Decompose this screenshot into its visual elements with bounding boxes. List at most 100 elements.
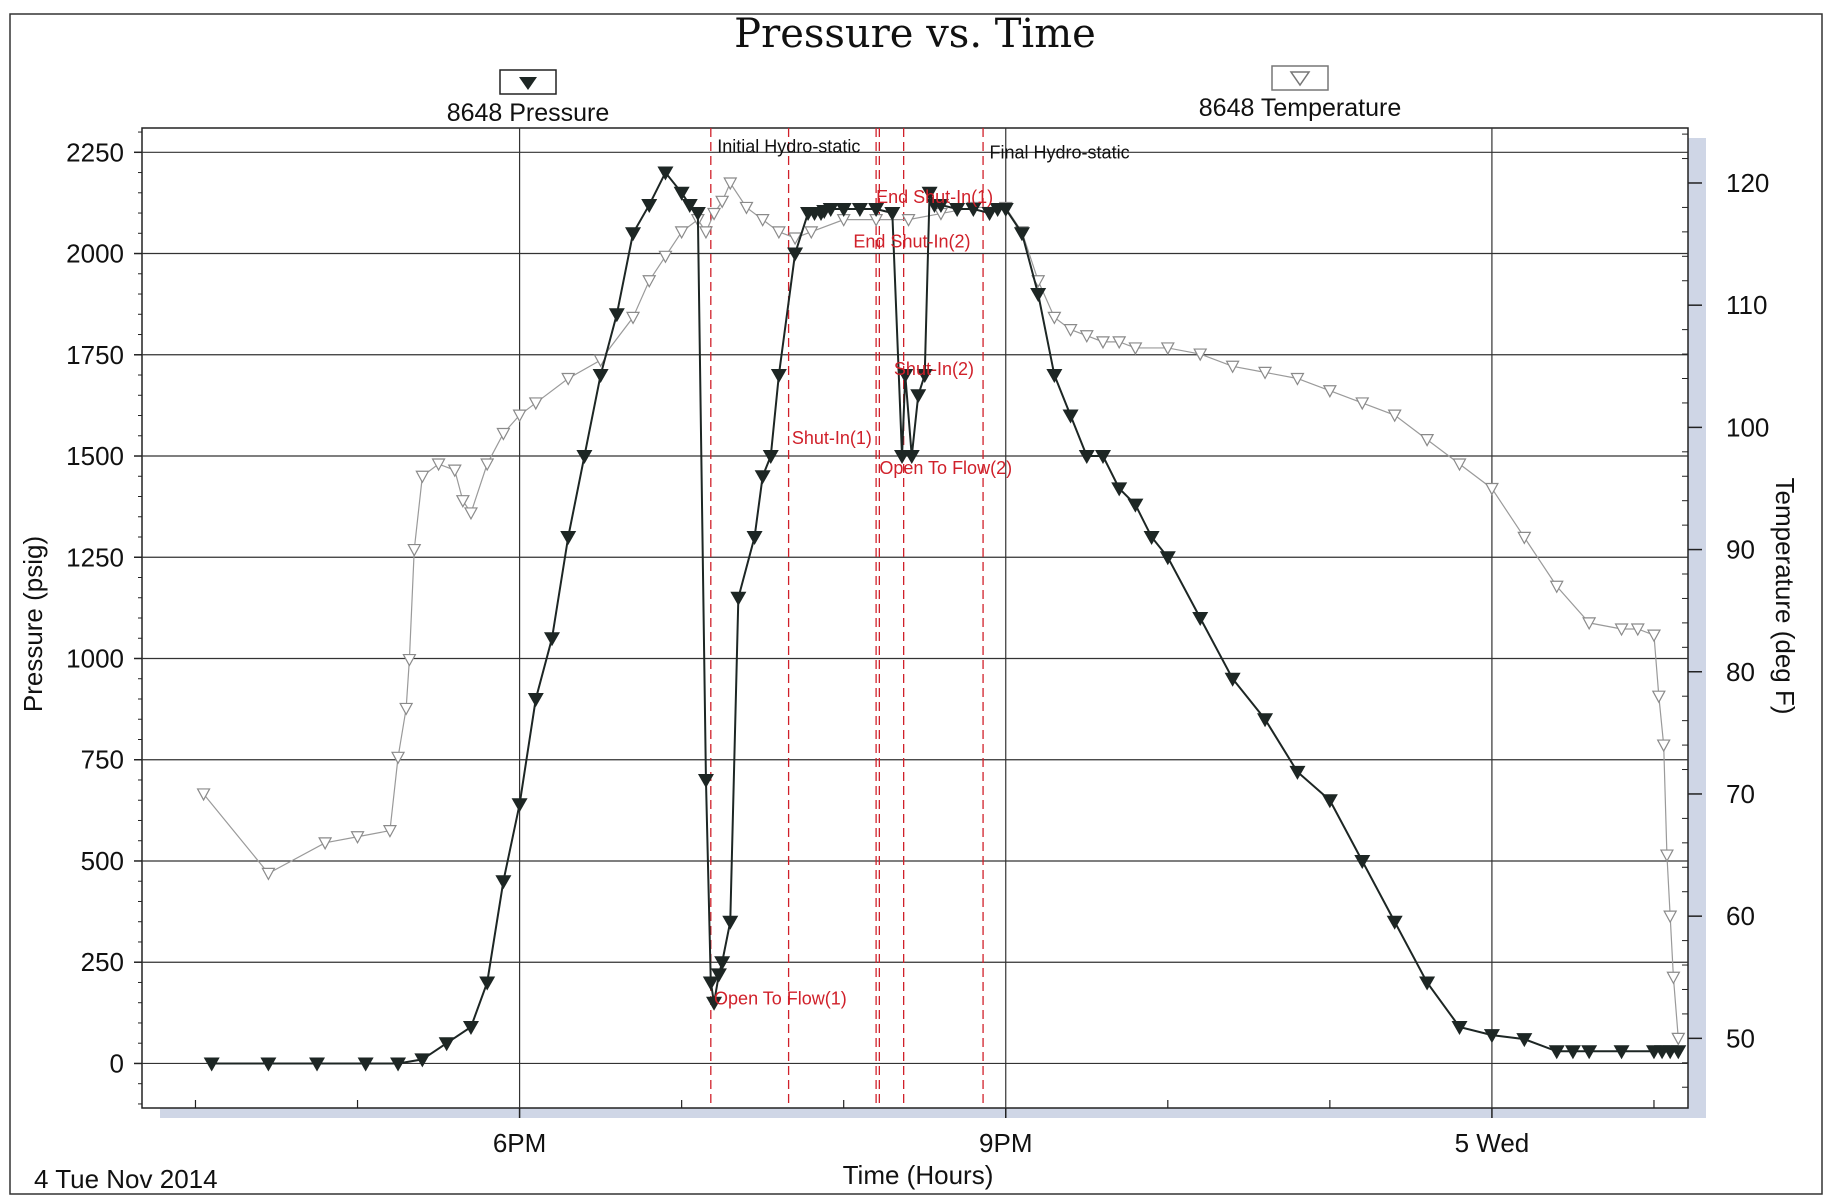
date-label: 4 Tue Nov 2014	[34, 1164, 218, 1194]
y2-tick-label: 110	[1726, 290, 1767, 320]
pressure-point	[949, 202, 966, 217]
pressure-point	[1062, 409, 1079, 424]
temperature-point	[1614, 623, 1629, 637]
annotation-label: Open To Flow(2)	[879, 458, 1012, 478]
pressure-point	[1386, 915, 1403, 930]
temperature-point	[723, 177, 738, 191]
temperature-point	[1063, 324, 1078, 337]
pressure-point	[390, 1057, 407, 1072]
y-tick-label: 1000	[66, 643, 124, 673]
pressure-point	[897, 369, 914, 384]
pressure-point	[997, 202, 1014, 217]
pressure-point	[1483, 1029, 1500, 1044]
temperature-point	[698, 226, 713, 240]
temperature-point	[1128, 342, 1143, 356]
pressure-point	[714, 956, 731, 971]
pressure-point	[1516, 1033, 1533, 1048]
pressure-point	[1613, 1045, 1630, 1060]
legend-temperature-label: 8648 Temperature	[1199, 94, 1401, 122]
pressure-point	[710, 968, 727, 983]
temperature-point	[901, 214, 916, 227]
y-tick-label: 2250	[66, 137, 124, 167]
pressure-point	[1564, 1045, 1581, 1060]
pressure-point	[592, 369, 609, 384]
y2-tick-label: 50	[1726, 1023, 1755, 1053]
temperature-point	[1630, 623, 1645, 637]
temperature-point	[447, 464, 462, 478]
y2-axis-title: Temperature (deg F)	[1770, 478, 1800, 715]
pressure-point	[835, 202, 852, 217]
pressure-point	[689, 207, 706, 222]
pressure-point	[932, 198, 949, 213]
temperature-point	[626, 311, 641, 325]
legend-temperature: 8648 Temperature	[1199, 65, 1401, 122]
temperature-point	[1517, 531, 1532, 545]
temperature-point	[561, 372, 576, 386]
y-tick-label: 500	[81, 846, 124, 876]
pressure-point	[203, 1057, 220, 1072]
pressure-point	[1670, 1045, 1687, 1060]
pressure-point	[921, 186, 938, 201]
plot-area	[141, 127, 1689, 1109]
temperature-point	[1290, 372, 1305, 386]
pressure-point	[722, 915, 739, 930]
pressure-point	[787, 247, 804, 262]
temperature-point	[528, 397, 543, 411]
temperature-point	[1095, 336, 1110, 350]
pressure-point	[746, 531, 763, 546]
pressure-point	[730, 591, 747, 606]
legend-pressure: 8648 Pressure	[447, 69, 610, 127]
annotations: Initial Hydro-static Final Hydro-static En…	[714, 136, 1130, 1008]
y-tick-label: 1750	[66, 340, 124, 370]
x-axis-title: Time (Hours)	[843, 1160, 994, 1190]
pressure-point	[702, 976, 719, 991]
legend-temperature-marker-icon	[1289, 71, 1311, 87]
pressure-point	[1094, 450, 1111, 465]
x-tick-label: 5 Wed	[1455, 1128, 1530, 1158]
pressure-point	[479, 976, 496, 991]
annotation-label: Shut-In(2)	[894, 359, 974, 379]
y2-tick-label: 90	[1726, 535, 1755, 565]
annotation-label: End Shut-In(2)	[853, 231, 970, 251]
annotation-label: Open To Flow(1)	[714, 989, 847, 1009]
temperature-point	[415, 470, 430, 484]
pressure-point	[770, 369, 787, 384]
legend-pressure-label: 8648 Pressure	[447, 99, 610, 127]
y-tick-label: 750	[81, 745, 124, 775]
pressure-point	[673, 186, 690, 201]
temperature-point	[382, 825, 397, 838]
pressure-point	[260, 1057, 277, 1072]
pressure-point	[754, 470, 771, 485]
annotation-label: Final Hydro-static	[990, 142, 1130, 162]
pressure-point	[1419, 976, 1436, 991]
pressure-point	[681, 198, 698, 213]
temperature-point	[318, 837, 333, 851]
pressure-point	[697, 773, 714, 788]
temperature-point	[1420, 433, 1435, 447]
pressure-point	[1289, 765, 1306, 780]
y-tick-label: 250	[81, 947, 124, 977]
temperature-point	[1656, 739, 1671, 753]
temperature-point	[658, 250, 673, 264]
temperature-point	[455, 495, 470, 508]
temperature-point	[1659, 849, 1674, 863]
pressure-point	[1224, 672, 1241, 687]
temperature-point	[1193, 348, 1208, 362]
temperature-point	[1452, 458, 1467, 472]
y2-tick-label: 100	[1726, 412, 1769, 442]
temperature-point	[512, 409, 527, 423]
annotation-label: End Shut-In(1)	[876, 187, 993, 207]
pressure-point	[357, 1057, 374, 1072]
pressure-point	[657, 166, 674, 181]
temperature-point	[1646, 629, 1661, 643]
temperature-point	[707, 207, 722, 221]
temperature-point	[739, 201, 754, 215]
pressure-point	[309, 1057, 326, 1072]
temperature-point	[788, 232, 803, 246]
annotation-label: Shut-In(1)	[792, 428, 872, 448]
pressure-point	[1143, 531, 1160, 546]
temperature-point	[1047, 311, 1062, 325]
pressure-point	[1354, 854, 1371, 869]
temperature-point	[715, 195, 730, 209]
